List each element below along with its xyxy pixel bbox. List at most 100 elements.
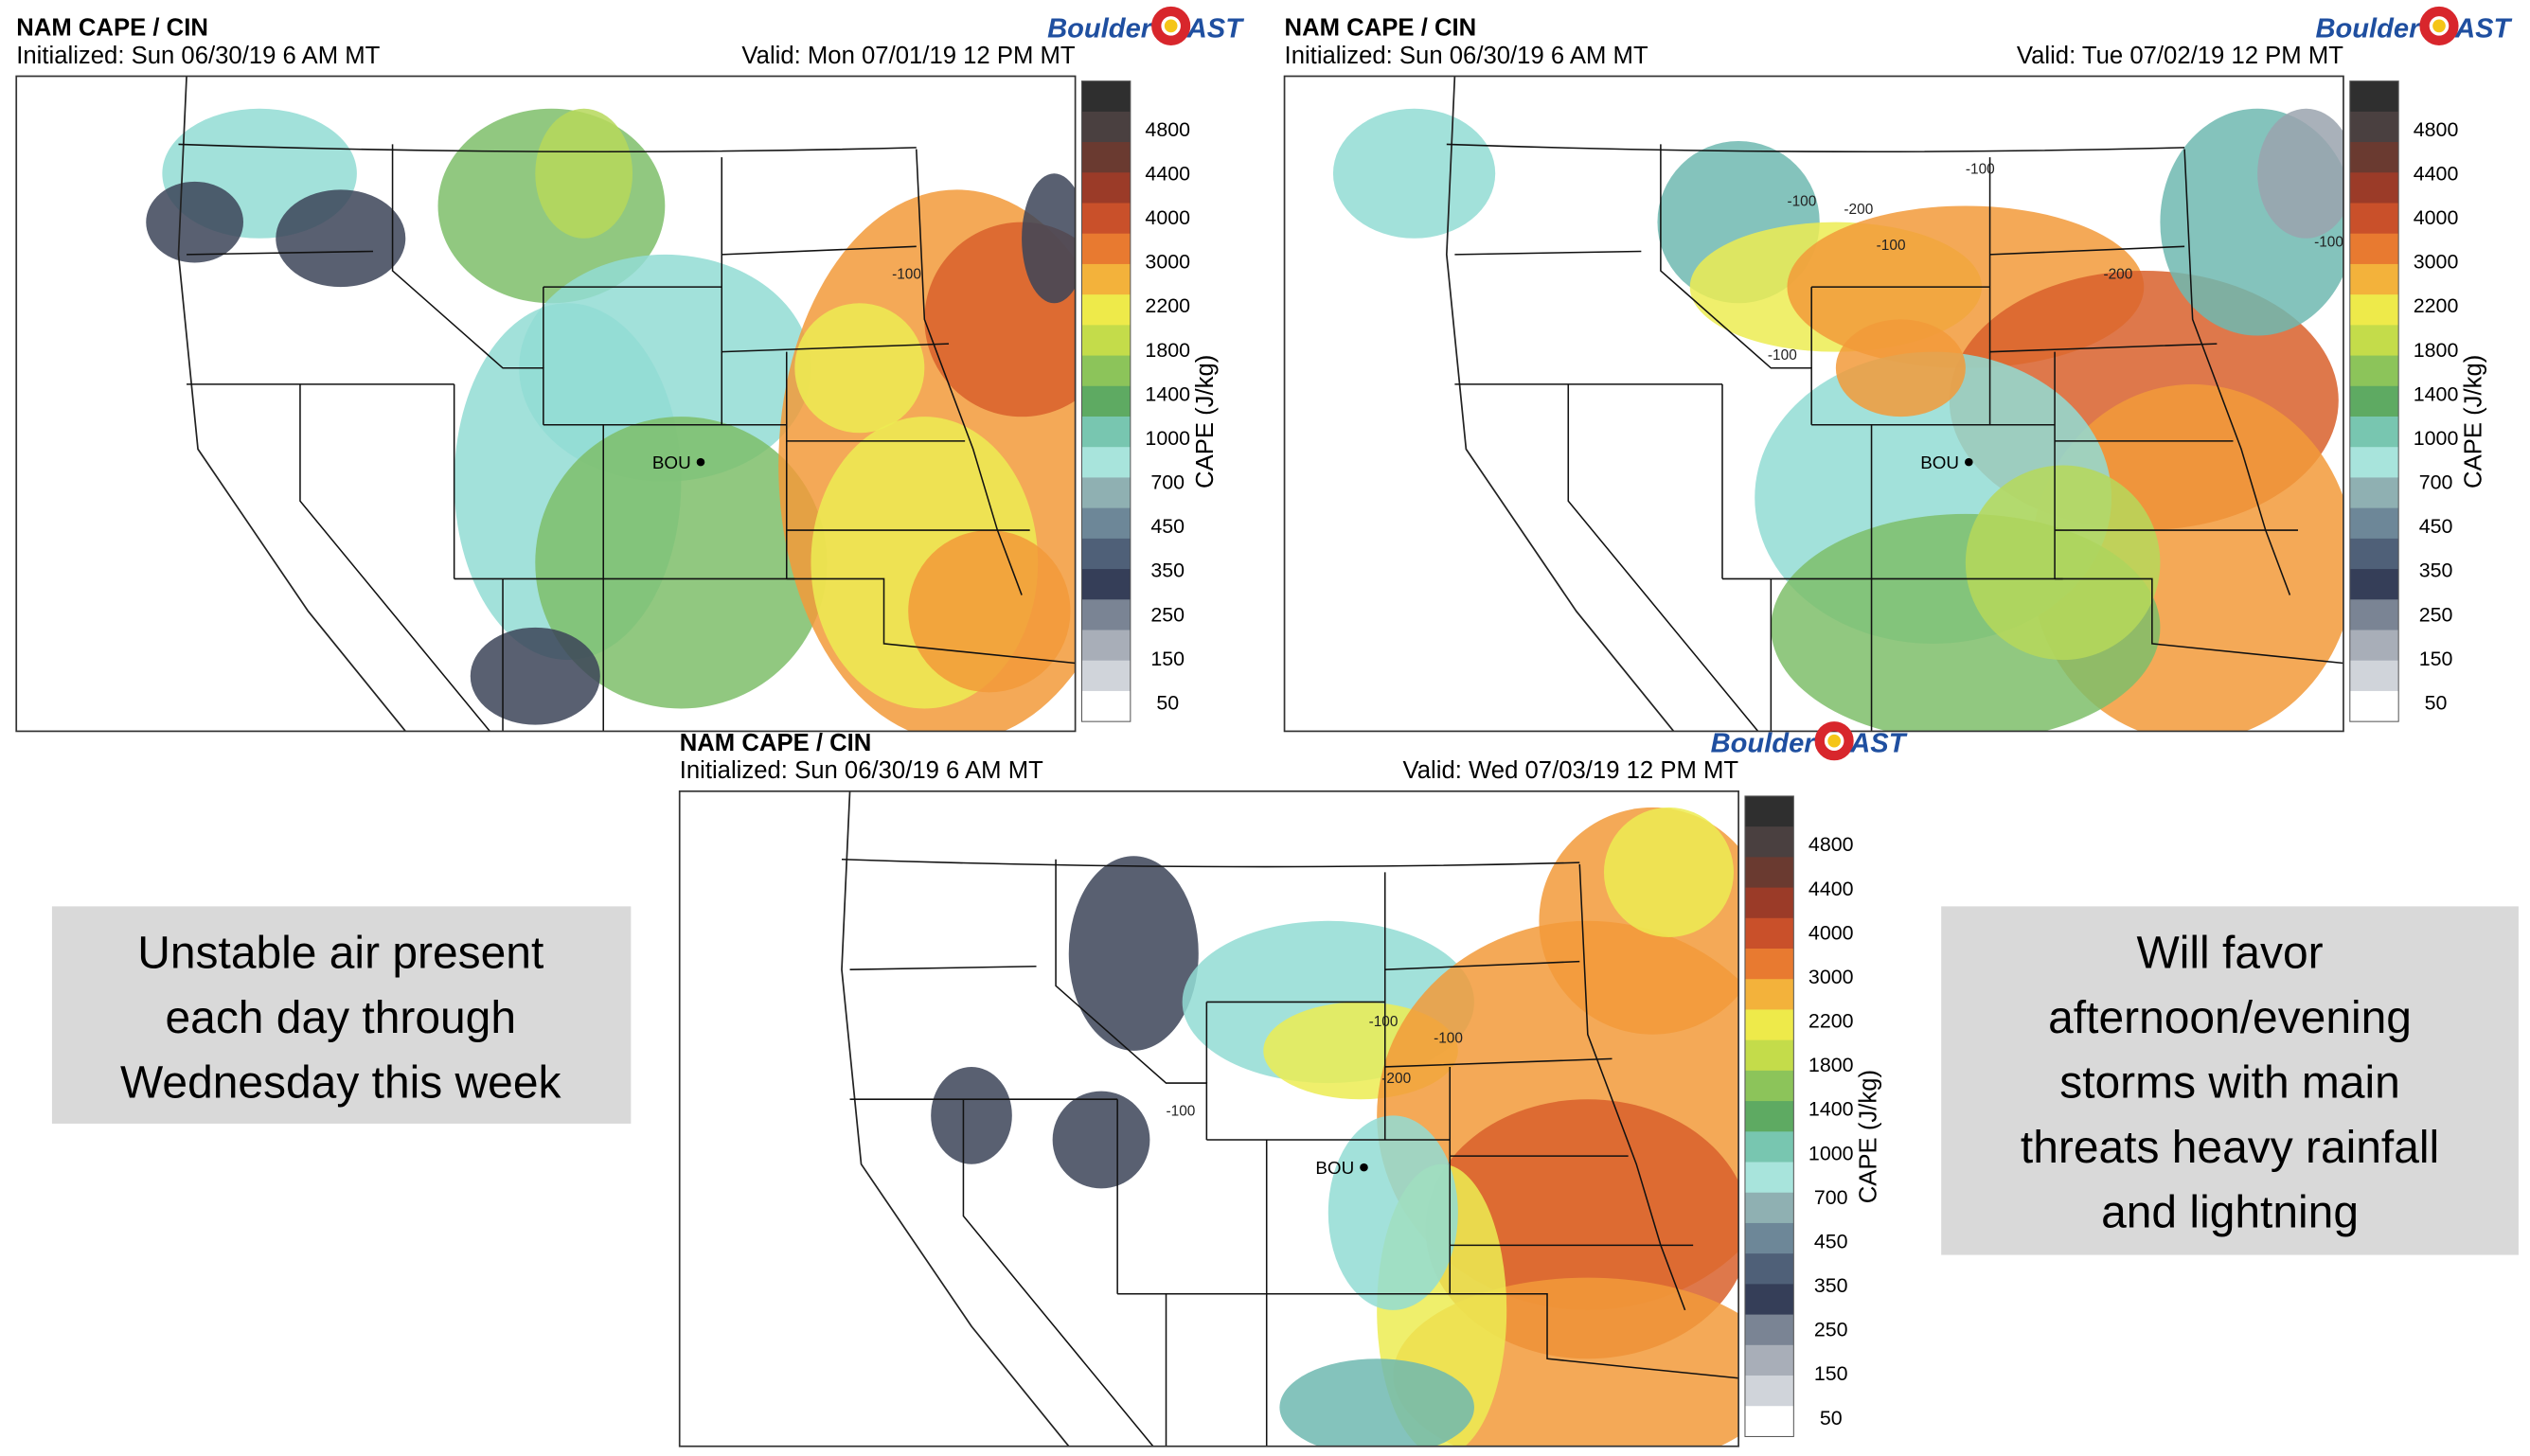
cape-field — [1603, 807, 1734, 937]
colorbar-cell — [1744, 1039, 1794, 1072]
colorbar-cell — [2349, 690, 2399, 722]
map: -100 -200 -100 -100 -200 -100 -100 BOU — [1284, 76, 2343, 732]
colorbar-cell — [1081, 538, 1131, 570]
state-border — [1055, 859, 1208, 1141]
coastline — [177, 76, 406, 732]
colorbar-tick: 1800 — [1145, 339, 1190, 362]
colorbar-cell — [1744, 1376, 1794, 1407]
state-border — [1567, 383, 1759, 732]
contour-label: -100 — [2314, 234, 2343, 250]
colorbar-tick: 350 — [1150, 559, 1185, 582]
colorbar-cell — [1081, 416, 1131, 448]
cape-field — [794, 303, 925, 434]
valid-time: Valid: Tue 07/02/19 12 PM MT — [2017, 43, 2343, 69]
panel-title: NAM CAPE / CIN — [680, 730, 872, 756]
contour-label: -100 — [1369, 1014, 1399, 1030]
state-border — [1989, 245, 2185, 256]
cape-field — [1068, 856, 1199, 1051]
contour-label: -100 — [1167, 1103, 1196, 1119]
colorbar-tick: 450 — [1814, 1230, 1848, 1252]
map-frame — [15, 75, 1077, 733]
logo-ring — [1814, 721, 1854, 761]
state-border — [187, 250, 374, 256]
colorbar-frame — [2349, 80, 2399, 722]
note-text: Wednesday this week — [120, 1057, 561, 1108]
coastline — [1445, 76, 1675, 732]
colorbar-cell — [2349, 203, 2399, 235]
colorbar-tick: 4800 — [1808, 833, 1854, 856]
cape-field — [276, 189, 406, 288]
station-dot — [1965, 457, 1973, 467]
colorbar-tick: 4400 — [1808, 878, 1854, 900]
colorbar-cell — [1081, 111, 1131, 143]
colorbar-cell — [2349, 477, 2399, 509]
colorbar-tick: 2200 — [1808, 1010, 1854, 1033]
colorbar-cell — [1744, 887, 1794, 919]
contour-label: -100 — [1787, 194, 1816, 210]
map: -100 BOU — [16, 76, 1076, 732]
colorbar-tick: 1000 — [2414, 427, 2459, 450]
colorbar-cell — [1081, 660, 1131, 692]
colorbar-tick: 1800 — [1808, 1054, 1854, 1076]
cape-field — [1279, 1358, 1474, 1447]
contour-label: -100 — [1434, 1030, 1463, 1046]
note-text: storms with main — [2059, 1057, 2400, 1108]
map: -100 -200 -100 -100 BOU — [679, 790, 1739, 1447]
colorbar-cell — [2349, 630, 2399, 662]
note-text: threats heavy rainfall — [2021, 1123, 2439, 1173]
colorbar-cell — [1081, 80, 1131, 113]
colorbar-cell — [1081, 507, 1131, 540]
logo-left: Boulder — [2315, 13, 2421, 44]
contour-label: -100 — [1877, 238, 1906, 254]
colorbar-label: CAPE (J/kg) — [1192, 355, 1219, 488]
colorbar-tick: 1400 — [1808, 1098, 1854, 1121]
colorbar-frame — [1744, 795, 1794, 1437]
colorbar-cell — [2349, 325, 2399, 357]
colorbar-tick: 250 — [2419, 603, 2453, 626]
state-border — [299, 383, 490, 732]
logo-ring — [1151, 6, 1191, 45]
colorbar-label: CAPE (J/kg) — [1856, 1070, 1882, 1203]
colorbar-cell — [2349, 233, 2399, 265]
colorbar-cell — [1744, 1070, 1794, 1102]
cape-field — [908, 530, 1071, 693]
logo-dot — [1164, 19, 1178, 33]
cape-field — [1835, 319, 1966, 417]
cape-field — [470, 627, 600, 725]
contour-label: -100 — [1768, 347, 1797, 364]
colorbar-cell — [2349, 172, 2399, 204]
state-border — [786, 577, 1076, 665]
colorbar-cell — [1744, 1253, 1794, 1285]
colorbar-cell — [1081, 690, 1131, 722]
colorbar-cell — [1081, 599, 1131, 631]
colorbar-tick: 250 — [1150, 603, 1185, 626]
contour-label: -100 — [892, 267, 921, 283]
colorbar-tick: 4400 — [1145, 162, 1190, 185]
colorbar-cell — [1744, 1314, 1794, 1346]
colorbar-tick: 4400 — [2414, 162, 2459, 185]
colorbar-tick: 3000 — [1808, 966, 1854, 988]
contour-label: -100 — [1966, 161, 1995, 177]
colorbar-tick: 250 — [1814, 1319, 1848, 1341]
note-text: afternoon/evening — [2048, 993, 2412, 1043]
state-border — [2055, 577, 2343, 665]
colorbar-cell — [2349, 507, 2399, 540]
cape-field — [1327, 1115, 1458, 1310]
cape-field — [1965, 465, 2161, 661]
logo-right: AST — [1849, 729, 1907, 759]
logo-ring — [2419, 6, 2459, 45]
contour-label: -200 — [1381, 1071, 1411, 1087]
colorbar-tick: 350 — [2419, 559, 2453, 582]
colorbar-cell — [1744, 1101, 1794, 1132]
valid-time: Valid: Wed 07/03/19 12 PM MT — [1403, 757, 1739, 784]
colorbar-tick: 1400 — [2414, 382, 2459, 405]
state-border — [1578, 863, 1686, 1311]
colorbar-cell — [1744, 1162, 1794, 1194]
note-text: Will favor — [2137, 928, 2324, 978]
panel-title: NAM CAPE / CIN — [1285, 15, 1477, 42]
colorbar-tick: 150 — [1814, 1362, 1848, 1385]
cape-field — [1052, 1091, 1150, 1189]
colorbar-cell — [1081, 630, 1131, 662]
state-border — [849, 965, 1037, 970]
note-box — [1941, 906, 2519, 1255]
